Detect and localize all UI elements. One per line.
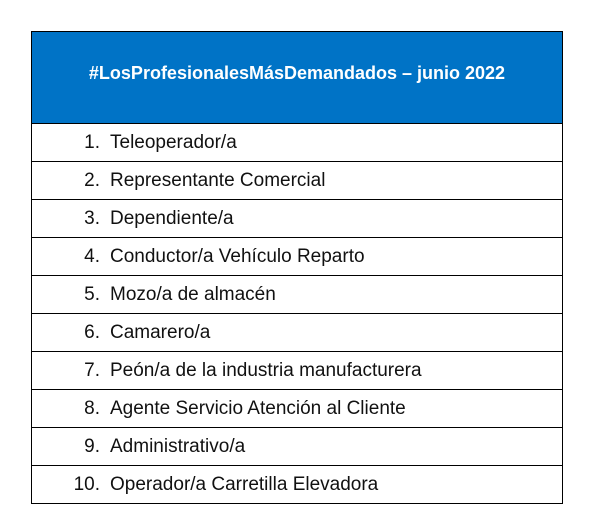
item-label: Administrativo/a [110,435,246,457]
list-item: 10. Operador/a Carretilla Elevadora [32,466,562,504]
item-number: 7. [84,359,100,381]
item-label: Dependiente/a [110,207,234,229]
list-item: 5. Mozo/a de almacén [32,276,562,314]
item-label: Operador/a Carretilla Elevadora [110,474,379,495]
item-number: 2. [84,169,100,191]
ranking-list: 1. Teleoperador/a 2. Representante Comer… [32,124,562,504]
item-number: 10. [73,474,100,495]
table-header: #LosProfesionalesMásDemandados – junio 2… [32,32,562,124]
item-number: 5. [84,283,100,305]
item-number: 3. [84,207,100,229]
item-number: 4. [84,245,100,267]
item-number: 6. [84,321,100,343]
list-item: 2. Representante Comercial [32,162,562,200]
list-item: 7. Peón/a de la industria manufacturera [32,352,562,390]
item-label: Conductor/a Vehículo Reparto [110,245,365,267]
list-item: 1. Teleoperador/a [32,124,562,162]
item-label: Mozo/a de almacén [110,283,276,305]
ranking-table: #LosProfesionalesMásDemandados – junio 2… [31,31,563,504]
item-number: 9. [84,435,100,457]
item-label: Peón/a de la industria manufacturera [110,359,422,381]
list-item: 9. Administrativo/a [32,428,562,466]
list-item: 6. Camarero/a [32,314,562,352]
item-label: Camarero/a [110,321,211,343]
item-label: Representante Comercial [110,169,326,191]
item-label: Agente Servicio Atención al Cliente [110,397,406,419]
item-label: Teleoperador/a [110,131,237,153]
list-item: 8. Agente Servicio Atención al Cliente [32,390,562,428]
list-item: 3. Dependiente/a [32,200,562,238]
item-number: 8. [84,397,100,419]
item-number: 1. [84,131,100,153]
list-item: 4. Conductor/a Vehículo Reparto [32,238,562,276]
